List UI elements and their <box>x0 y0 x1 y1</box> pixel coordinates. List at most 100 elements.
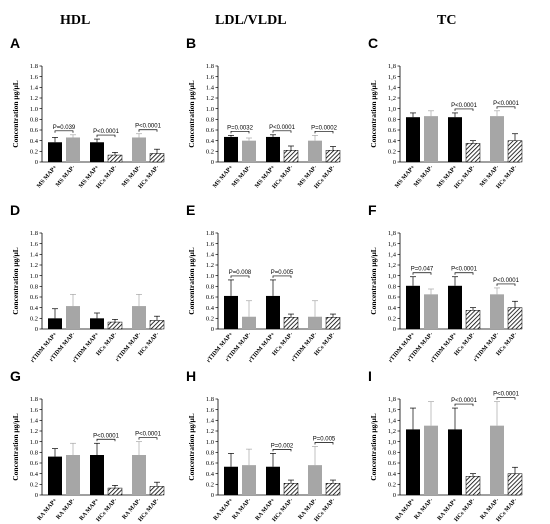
significance-bracket <box>314 130 334 134</box>
bar <box>325 483 341 496</box>
y-tick-label: 1.8 <box>30 63 38 70</box>
x-tick-label: MS MAP- <box>413 164 434 188</box>
y-tick-label: 0.2 <box>30 316 38 323</box>
bar <box>224 466 238 495</box>
x-tick-label: rTIDM MAP- <box>291 331 319 363</box>
y-tick-label: 0.2 <box>206 149 214 156</box>
y-tick-label: 1.2 <box>30 262 38 269</box>
p-value-label: P<0.0001 <box>135 124 162 130</box>
bar <box>507 473 523 496</box>
panel-letter: F <box>368 202 377 218</box>
y-tick-label: 0.8 <box>388 117 396 124</box>
p-value-label: P=0.008 <box>229 270 252 276</box>
bar <box>424 116 438 162</box>
p-value-label: P<0.0001 <box>451 398 478 404</box>
bar <box>242 316 256 329</box>
y-tick-label: 0.6 <box>388 294 397 301</box>
panel-letter: G <box>10 368 21 384</box>
significance-bracket <box>272 130 292 133</box>
y-tick-label: 0.6 <box>206 460 215 467</box>
x-tick-label: rTIDM MAP+ <box>72 331 101 364</box>
bar <box>308 465 322 495</box>
x-tick-label: rTIDM MAP+ <box>430 331 459 364</box>
y-tick-label: 1.0 <box>206 106 214 113</box>
bar <box>507 307 523 330</box>
bar <box>465 310 481 330</box>
bar <box>490 294 504 329</box>
column-header-tc: TC <box>437 13 456 28</box>
x-tick-label: RA MAP- <box>414 497 435 520</box>
significance-bracket <box>496 283 516 286</box>
p-value-label: P<0.0001 <box>93 129 120 135</box>
y-tick-label: 0 <box>35 326 38 333</box>
bar <box>242 140 256 162</box>
bar <box>308 316 322 329</box>
y-tick-label: 1,4 <box>388 252 397 259</box>
y-tick-label: 0.6 <box>206 294 215 301</box>
y-tick-label: 0.4 <box>206 471 215 478</box>
y-tick-label: 1.6 <box>206 241 215 248</box>
significance-bracket <box>138 129 158 132</box>
y-tick-label: 0.6 <box>30 127 39 134</box>
y-axis-label: Concentration μg/μL <box>369 413 378 480</box>
bar <box>266 295 280 329</box>
y-tick-label: 0.2 <box>388 149 396 156</box>
chart-panel-g: G Concentration μg/μL 0 0.2 0.4 0.6 0.8 1.0 1.2 1… <box>10 368 165 523</box>
chart-panel-b: B Concentration μg/μL 0 0.2 0.4 0.6 0.8 1.0 1.2 1… <box>186 35 341 190</box>
y-tick-label: 1.2 <box>206 428 214 435</box>
y-tick-label: 1,8 <box>388 396 396 403</box>
chart-panel-c: C Concentration μg/μL 0 0.2 0.4 0.6 0.8 1,0 1,2 1… <box>368 35 523 190</box>
x-tick-label: RA MAP- <box>56 497 77 520</box>
bar <box>48 318 62 329</box>
y-tick-label: 1,0 <box>388 439 396 446</box>
chart-panels: A Concentration μg/μL 0 0.2 0.4 0.6 0.8 1.0 1.2 1… <box>10 35 523 523</box>
bar <box>283 150 299 163</box>
panel-letter: C <box>368 35 378 51</box>
y-tick-label: 1.8 <box>206 63 214 70</box>
x-tick-label: rTIDM MAP- <box>115 331 143 363</box>
y-tick-label: 0.4 <box>206 138 215 145</box>
y-tick-label: 0.8 <box>30 450 38 457</box>
y-tick-label: 0 <box>35 492 38 499</box>
panel-letter: A <box>10 35 20 51</box>
bar <box>424 425 438 495</box>
bar <box>90 455 104 495</box>
y-tick-label: 1.4 <box>206 85 215 92</box>
y-tick-label: 1.6 <box>30 74 39 81</box>
y-tick-label: 1.8 <box>30 396 38 403</box>
y-tick-label: 0 <box>211 159 214 166</box>
chart-panel-i: I Concentration μg/μL 0 0.2 0.4 0.6 0.8 1,0 1,2 1… <box>368 368 523 523</box>
x-tick-label: MS MAP- <box>55 164 76 188</box>
bar <box>448 429 462 495</box>
y-tick-label: 0.8 <box>206 450 214 457</box>
significance-bracket <box>454 403 474 407</box>
p-value-label: P<0.0001 <box>493 101 520 107</box>
bar <box>325 150 341 163</box>
significance-bracket <box>272 275 292 278</box>
y-tick-label: 0.6 <box>30 460 39 467</box>
p-value-label: P=0.002 <box>271 443 294 449</box>
y-tick-label: 0.2 <box>388 482 396 489</box>
y-tick-label: 0.4 <box>30 305 39 312</box>
y-axis-label: Concentration μg/μL <box>187 80 196 147</box>
p-value-label: P<0.0001 <box>493 392 520 398</box>
y-tick-label: 1,6 <box>388 241 397 248</box>
y-tick-label: 0.4 <box>388 138 397 145</box>
bar <box>132 455 146 495</box>
y-axis-label: Concentration μg/μL <box>187 247 196 314</box>
y-tick-label: 0.2 <box>206 316 214 323</box>
y-tick-label: 0.4 <box>206 305 215 312</box>
bar <box>48 142 62 162</box>
y-tick-label: 1.2 <box>30 428 38 435</box>
y-tick-label: 0 <box>211 492 214 499</box>
bar <box>224 295 238 329</box>
y-tick-label: 0.6 <box>30 294 39 301</box>
bar <box>266 466 280 495</box>
y-tick-label: 0.4 <box>388 305 397 312</box>
x-tick-label: rTIDM MAP+ <box>248 331 277 364</box>
y-tick-label: 1,0 <box>388 106 396 113</box>
significance-bracket <box>454 272 474 275</box>
y-tick-label: 1.2 <box>206 95 214 102</box>
chart-panel-e: E Concentration μg/μL 0 0.2 0.4 0.6 0.8 1.0 1.2 1… <box>186 202 341 364</box>
bar <box>242 465 256 495</box>
